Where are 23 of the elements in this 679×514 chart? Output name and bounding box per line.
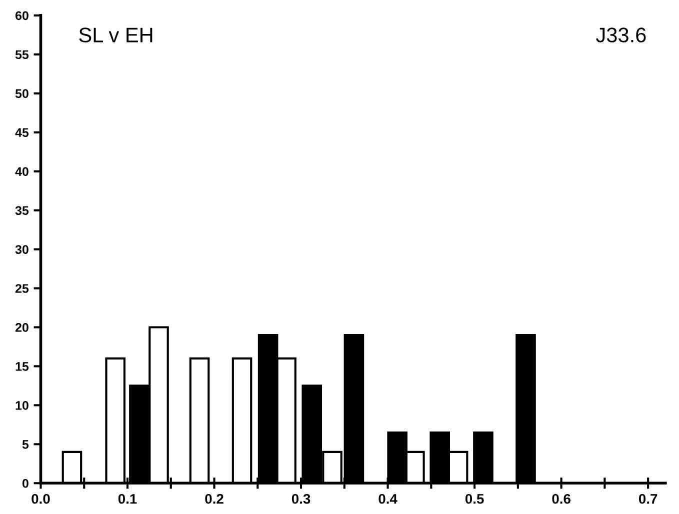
y-tick-label: 15 <box>16 362 29 371</box>
x-tick-label: 0.4 <box>378 494 398 504</box>
y-tick-label: 20 <box>15 323 28 332</box>
x-tick-label: 0.3 <box>292 494 310 504</box>
x-tick-label: 0.6 <box>552 494 570 504</box>
x-tick-label: 0.0 <box>32 494 50 504</box>
y-tick-label: 50 <box>15 89 28 98</box>
y-tick-label: 0 <box>22 478 28 488</box>
annotation: SL v EH <box>79 28 152 42</box>
y-tick-label: 55 <box>15 50 29 60</box>
y-tick-label: 30 <box>15 245 28 254</box>
y-tick-label: 60 <box>15 11 28 20</box>
y-tick-label: 45 <box>15 128 29 138</box>
y-tick-label: 35 <box>15 206 29 215</box>
y-tick-label: 10 <box>16 401 28 410</box>
annotation: J33.6 <box>596 28 646 42</box>
y-tick-label: 25 <box>15 284 29 293</box>
x-tick-label: 0.7 <box>638 494 658 504</box>
x-tick-label: 0.1 <box>118 494 137 504</box>
y-tick-label: 5 <box>22 440 29 449</box>
y-tick-label: 40 <box>15 167 28 176</box>
x-tick-label: 0.5 <box>465 494 484 504</box>
x-tick-label: 0.2 <box>205 494 224 504</box>
